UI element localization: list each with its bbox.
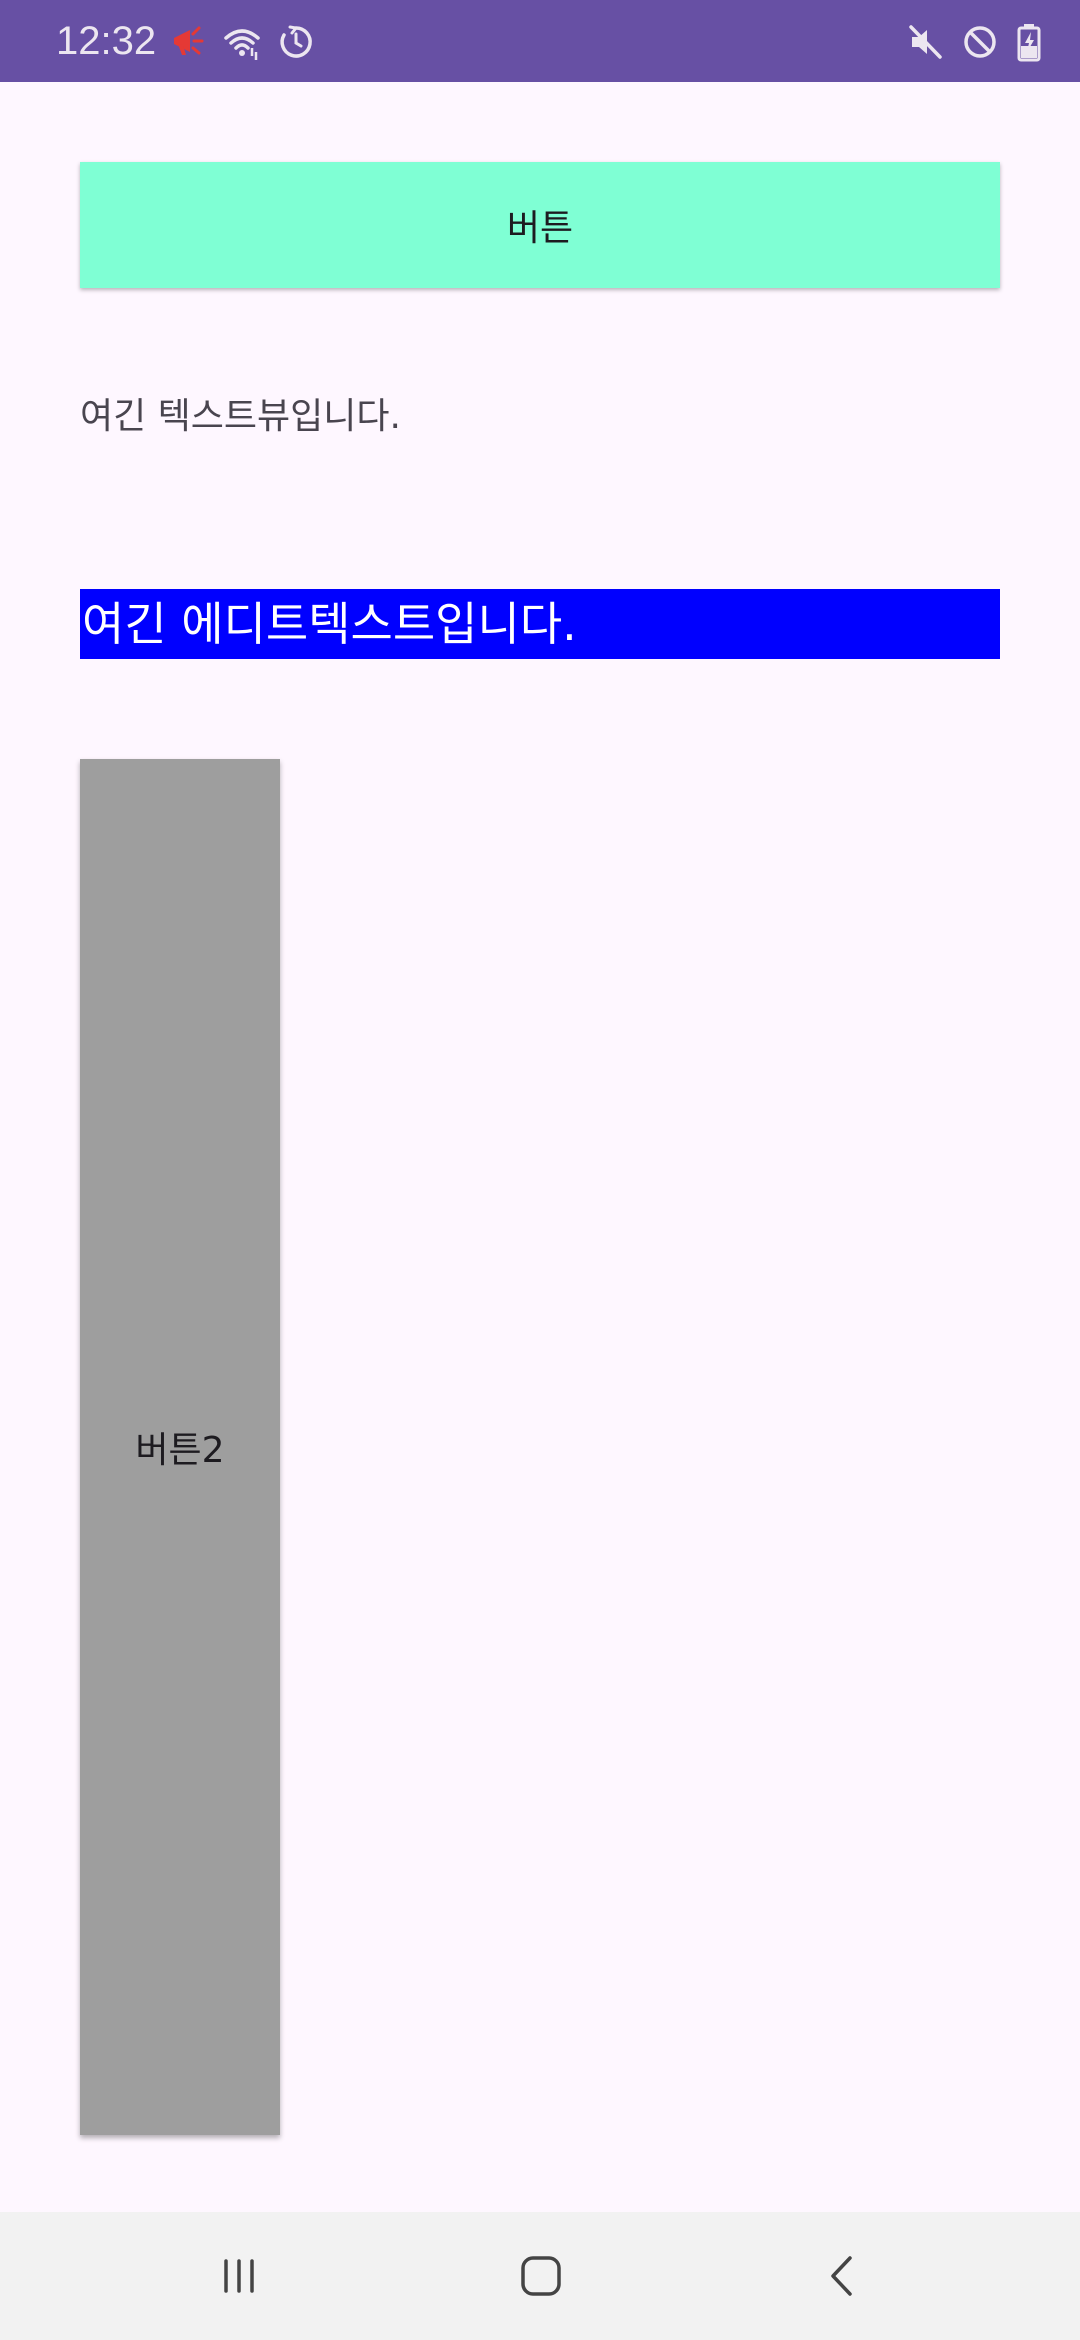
megaphone-icon [168, 22, 208, 62]
battery-charging-icon [1014, 22, 1044, 62]
status-bar: 12:32 [0, 0, 1080, 82]
back-icon [818, 2251, 868, 2301]
home-button[interactable] [481, 2236, 601, 2316]
back-button[interactable] [783, 2236, 903, 2316]
wifi-icon [222, 22, 262, 62]
navigation-bar [0, 2212, 1080, 2340]
status-right-icons [906, 20, 1044, 64]
second-button[interactable]: 버튼2 [80, 759, 280, 2135]
text-view: 여긴 텍스트뷰입니다. [80, 392, 401, 442]
recents-button[interactable] [179, 2236, 299, 2316]
recents-icon [214, 2251, 264, 2301]
timer-icon [276, 22, 316, 62]
top-button[interactable]: 버튼 [80, 162, 1000, 288]
edit-text-field[interactable]: 여긴 에디트텍스트입니다. [80, 589, 1000, 659]
app-content: 버튼 여긴 텍스트뷰입니다. 여긴 에디트텍스트입니다. 버튼2 [0, 82, 1080, 2212]
mute-icon [906, 22, 946, 62]
do-not-disturb-icon [960, 22, 1000, 62]
status-time: 12:32 [56, 18, 156, 64]
home-icon [516, 2251, 566, 2301]
status-left-icons [168, 20, 316, 64]
